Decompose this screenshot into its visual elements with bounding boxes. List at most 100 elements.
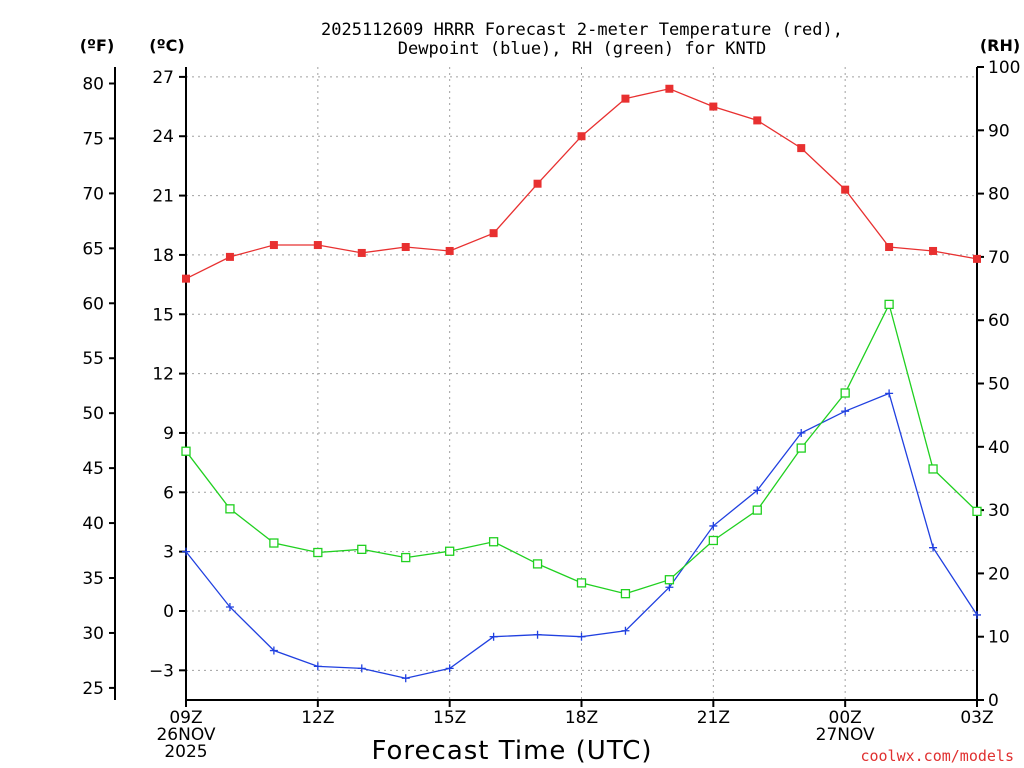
rh-point [928,464,938,474]
temperature-point [489,229,498,238]
fahrenheit-tick-label: 50 [82,404,104,424]
celsius-tick-label: 15 [152,305,174,325]
rh-point [357,544,367,554]
grid-lines [186,67,977,700]
rh-point [840,388,850,398]
temperature-point [753,116,762,125]
fahrenheit-tick-label: 35 [82,569,104,589]
rh-point [225,504,235,514]
temperature-point [182,274,190,283]
rh-point [181,446,191,456]
rh-point [313,547,323,558]
celsius-tick-label: 6 [163,483,174,503]
rh-point [972,506,982,517]
dewpoint-point [885,389,894,398]
x-tick-label: 21Z [697,708,730,728]
rh-point [532,559,543,569]
x-tick-label: 26NOV [156,725,215,745]
dewpoint-point [665,583,674,592]
temperature-point [401,243,410,252]
temperature-point [665,84,674,93]
rh-tick-label: 20 [988,564,1010,584]
celsius-tick-label: 12 [152,365,174,385]
dewpoint-point [225,603,234,612]
temperature-point [621,94,630,103]
celsius-tick-label: 18 [152,246,174,266]
x-tick-label: 27NOV [816,725,875,745]
x-axis-label: Forecast Time (UTC) [371,736,652,766]
temperature-point [533,179,542,188]
fahrenheit-unit-label: (ºF) [80,36,115,55]
dewpoint-point [401,674,410,683]
temperature-point [709,102,718,111]
fahrenheit-tick-label: 65 [82,239,104,259]
rh-point [488,537,499,547]
temperature-point [269,241,278,250]
temperature-point [445,246,454,255]
fahrenheit-tick-label: 60 [82,294,104,314]
dewpoint-point [489,632,498,641]
temperature-point [357,248,366,257]
x-tick-label: 18Z [565,708,598,728]
temperature-point [841,185,850,194]
temperature-point [929,246,938,255]
rh-line [185,302,978,595]
celsius-tick-label: 27 [152,68,174,88]
temperature-point [885,243,894,252]
rh-tick-label: 40 [988,438,1010,458]
dewpoint-point [313,662,322,671]
series-temperature [182,84,981,283]
x-tick-label: 09Z [169,708,202,728]
dewpoint-point [445,664,454,673]
temperature-point [225,252,234,261]
rh-point [752,505,762,515]
dewpoint-point [753,486,762,495]
rh-tick-label: 10 [988,628,1010,648]
dewpoint-point [709,521,718,530]
fahrenheit-tick-label: 30 [82,624,104,644]
rh-tick-label: 30 [988,501,1010,521]
rh-point [884,299,894,310]
rh-tick-label: 60 [988,311,1010,331]
fahrenheit-tick-label: 80 [82,74,104,94]
celsius-tick-label: 9 [163,424,174,444]
x-tick-label: 00Z [829,708,862,728]
dewpoint-point [929,543,938,552]
celsius-tick-label: 3 [163,543,174,563]
rh-tick-label: 70 [988,248,1010,268]
dewpoint-point [357,664,366,673]
rh-point [620,589,631,599]
celsius-tick-label: 24 [152,127,174,147]
fahrenheit-tick-label: 25 [82,679,104,699]
rh-tick-label: 0 [988,691,999,711]
x-tick-label: 03Z [960,708,993,728]
rh-point [401,552,411,563]
dewpoint-point [973,610,981,619]
temperature-line [185,88,978,280]
temperature-point [313,241,322,250]
chart-title-line2: Dewpoint (blue), RH (green) for KNTD [398,39,766,59]
temperature-point [797,144,806,153]
x-tick-label: 15Z [433,708,466,728]
dewpoint-point [797,428,806,437]
celsius-tick-label: −3 [149,661,174,681]
dewpoint-point [533,630,542,639]
rh-point [796,443,806,453]
rh-tick-label: 100 [988,58,1020,78]
fahrenheit-tick-label: 40 [82,514,104,534]
rh-tick-label: 90 [988,121,1010,141]
x-tick-label: 2025 [164,742,207,762]
dewpoint-point [577,632,586,641]
rh-point [708,535,718,546]
rh-tick-label: 80 [988,185,1010,205]
fahrenheit-tick-label: 55 [82,349,104,369]
x-tick-label: 12Z [301,708,334,728]
series-dewpoint [182,389,981,683]
axes: 2724211815129630−38075706560555045403530… [82,58,1020,762]
rh-tick-label: 50 [988,375,1010,395]
rh-point [269,538,279,548]
fahrenheit-tick-label: 70 [82,184,104,204]
rh-point [664,575,675,585]
dewpoint-point [621,626,630,635]
